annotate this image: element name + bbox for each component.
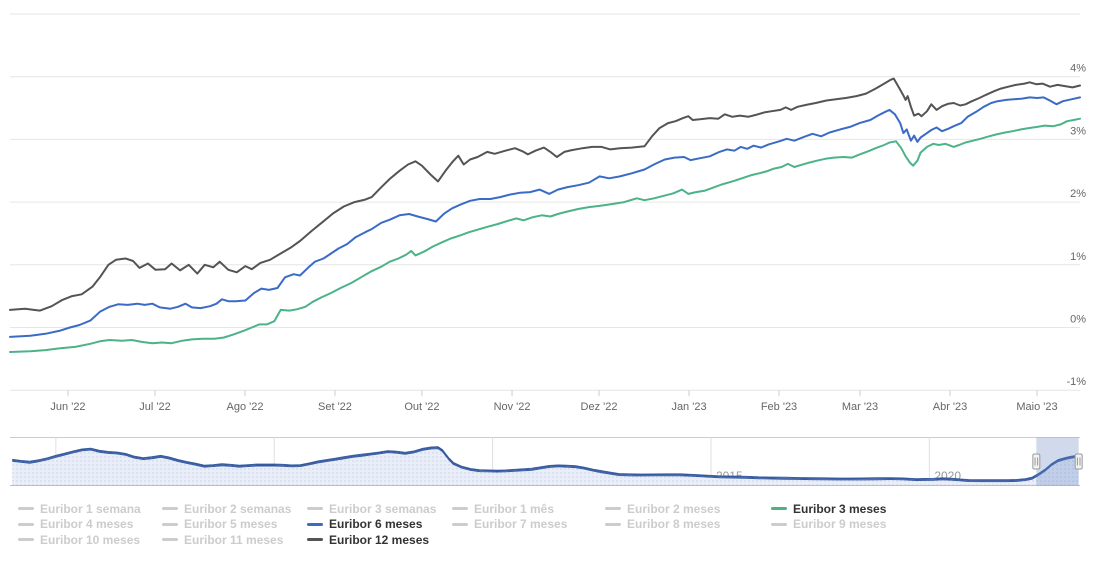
legend-label: Euribor 10 meses bbox=[40, 532, 141, 547]
legend-label: Euribor 2 meses bbox=[627, 501, 721, 516]
legend-label: Euribor 2 semanas bbox=[184, 501, 292, 516]
legend-item-euribor-9-meses[interactable]: Euribor 9 meses bbox=[771, 517, 1095, 533]
y-axis-label: 1% bbox=[1070, 251, 1086, 263]
legend-marker-icon bbox=[605, 522, 621, 526]
x-axis-label: Set '22 bbox=[318, 401, 352, 413]
legend-item-euribor-8-meses[interactable]: Euribor 8 meses bbox=[605, 517, 771, 533]
navigator-series-line bbox=[12, 448, 1079, 483]
legend-item-euribor-4-meses[interactable]: Euribor 4 meses bbox=[18, 517, 162, 533]
legend-label: Euribor 4 meses bbox=[40, 517, 134, 532]
navigator-area bbox=[12, 446, 1079, 485]
legend-item-euribor-1-semana[interactable]: Euribor 1 semana bbox=[18, 501, 162, 517]
legend-label: Euribor 3 semanas bbox=[329, 501, 437, 516]
legend-marker-icon bbox=[452, 522, 468, 526]
y-axis-label: 2% bbox=[1070, 188, 1086, 200]
navigator-handle-right[interactable] bbox=[1074, 453, 1083, 470]
x-axis-label: Mar '23 bbox=[842, 401, 878, 413]
legend-label: Euribor 3 meses bbox=[793, 501, 887, 516]
navigator[interactable]: 20002005201020152020 bbox=[10, 437, 1083, 486]
legend-marker-icon bbox=[162, 507, 178, 511]
legend-label: Euribor 7 meses bbox=[474, 517, 568, 532]
legend-label: Euribor 6 meses bbox=[329, 517, 423, 532]
legend-marker-icon bbox=[771, 507, 787, 511]
series-line-euribor-3-meses bbox=[9, 117, 1081, 353]
legend-marker-icon bbox=[307, 522, 323, 526]
legend-marker-icon bbox=[162, 522, 178, 526]
legend-marker-icon bbox=[771, 522, 787, 526]
series-line-euribor-12-meses bbox=[9, 77, 1081, 312]
navigator-selected-range[interactable] bbox=[1036, 437, 1079, 486]
x-axis-label: Nov '22 bbox=[494, 401, 531, 413]
navigator-series-line bbox=[12, 447, 1079, 482]
x-axis-label: Ago '22 bbox=[226, 401, 263, 413]
x-axis-label: Abr '23 bbox=[933, 401, 968, 413]
legend-label: Euribor 1 mês bbox=[474, 501, 555, 516]
legend-item-euribor-3-meses[interactable]: Euribor 3 meses bbox=[771, 501, 1095, 517]
series-line-euribor-6-meses bbox=[9, 96, 1081, 338]
legend-marker-icon bbox=[307, 538, 323, 542]
legend-label: Euribor 1 semana bbox=[40, 501, 141, 516]
legend-item-euribor-2-meses[interactable]: Euribor 2 meses bbox=[605, 501, 771, 517]
legend-item-euribor-12-meses[interactable]: Euribor 12 meses bbox=[307, 532, 452, 548]
x-axis-label: Jan '23 bbox=[671, 401, 706, 413]
legend-marker-icon bbox=[162, 538, 178, 542]
x-axis-label: Maio '23 bbox=[1016, 401, 1057, 413]
legend-marker-icon bbox=[18, 507, 34, 511]
legend-label: Euribor 11 meses bbox=[184, 532, 284, 547]
navigator-series-line bbox=[12, 446, 1079, 481]
legend-item-euribor-2-semanas[interactable]: Euribor 2 semanas bbox=[162, 501, 307, 517]
legend-marker-icon bbox=[307, 507, 323, 511]
legend-item-euribor-10-meses[interactable]: Euribor 10 meses bbox=[18, 532, 162, 548]
navigator-handle-left[interactable] bbox=[1032, 453, 1041, 470]
legend-label: Euribor 8 meses bbox=[627, 517, 721, 532]
legend-marker-icon bbox=[605, 507, 621, 511]
legend-item-euribor-3-semanas[interactable]: Euribor 3 semanas bbox=[307, 501, 452, 517]
y-axis-label: 0% bbox=[1070, 314, 1086, 326]
x-axis-label: Jul '22 bbox=[139, 401, 170, 413]
legend-marker-icon bbox=[452, 507, 468, 511]
x-axis-label: Feb '23 bbox=[761, 401, 797, 413]
y-axis-label: 4% bbox=[1070, 63, 1086, 75]
legend-item-euribor-5-meses[interactable]: Euribor 5 meses bbox=[162, 517, 307, 533]
legend-marker-icon bbox=[18, 522, 34, 526]
legend-item-euribor-1-mes[interactable]: Euribor 1 mês bbox=[452, 501, 605, 517]
x-axis-label: Dez '22 bbox=[581, 401, 618, 413]
x-axis-label: Jun '22 bbox=[50, 401, 85, 413]
legend-label: Euribor 9 meses bbox=[793, 517, 887, 532]
legend: Euribor 1 semana Euribor 2 semanas Euribor… bbox=[0, 501, 1095, 548]
y-axis-label: -1% bbox=[1066, 376, 1086, 388]
legend-marker-icon bbox=[18, 538, 34, 542]
y-axis-label: 3% bbox=[1070, 125, 1086, 137]
legend-item-euribor-11-meses[interactable]: Euribor 11 meses bbox=[162, 532, 307, 548]
x-axis-label: Out '22 bbox=[404, 401, 439, 413]
legend-item-euribor-6-meses[interactable]: Euribor 6 meses bbox=[307, 517, 452, 533]
legend-label: Euribor 5 meses bbox=[184, 517, 278, 532]
legend-item-euribor-7-meses[interactable]: Euribor 7 meses bbox=[452, 517, 605, 533]
legend-label: Euribor 12 meses bbox=[329, 532, 430, 547]
